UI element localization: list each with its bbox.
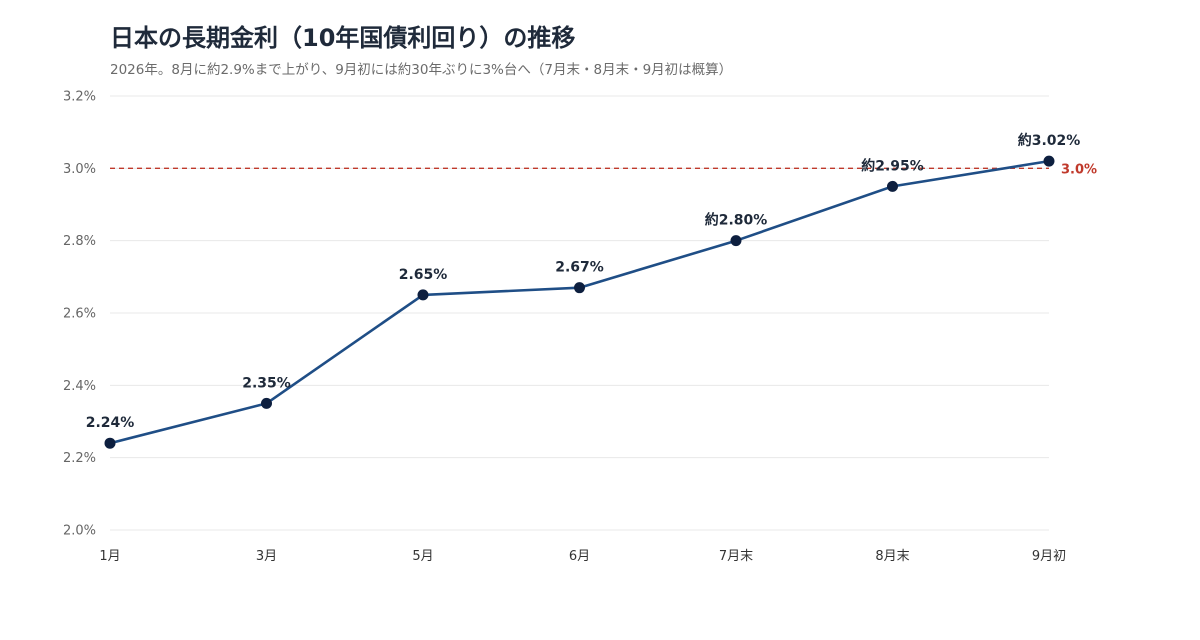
- x-tick-label: 8月末: [875, 549, 909, 564]
- data-label: 2.67%: [555, 260, 604, 276]
- data-labels: 2.24% 2.35% 2.65% 2.67% 約2.80% 約2.95% 約3.02%: [86, 132, 1081, 431]
- x-tick-label: 3月: [256, 549, 277, 564]
- data-label: 2.24%: [86, 415, 135, 431]
- y-tick-label: 2.2%: [63, 451, 96, 466]
- y-tick-label: 3.2%: [63, 90, 96, 105]
- data-label: 約3.02%: [1018, 132, 1081, 149]
- data-point: [104, 437, 116, 449]
- y-tick-label: 2.0%: [63, 524, 96, 539]
- y-tick-label: 2.8%: [63, 234, 96, 249]
- reference-line-label: 3.0%: [1061, 162, 1097, 177]
- data-point: [1043, 155, 1055, 167]
- chart-title: 日本の長期金利（10年国債利回り）の推移: [110, 24, 576, 52]
- axis-labels: 2.0% 2.2% 2.4% 2.6% 2.8% 3.0% 3.2% 1月 3月 5月 6月 7月末 8…: [63, 90, 1066, 565]
- data-point: [887, 180, 898, 192]
- data-label: 2.35%: [242, 375, 291, 391]
- data-points: [104, 155, 1055, 449]
- reference-line-group: 3.0%: [110, 162, 1097, 177]
- data-point: [730, 235, 742, 247]
- y-tick-label: 3.0%: [63, 162, 96, 177]
- y-tick-label: 2.6%: [63, 307, 96, 322]
- data-point: [574, 282, 585, 294]
- x-tick-label: 6月: [569, 549, 590, 564]
- data-label: 2.65%: [399, 267, 448, 283]
- x-tick-label: 9月初: [1032, 549, 1066, 564]
- chart-subtitle: 2026年。8月に約2.9%まで上がり、9月初には約30年ぶりに3%台へ（7月末…: [110, 62, 733, 78]
- data-point: [417, 289, 429, 301]
- series-line: [109, 159, 1050, 445]
- series-line-group: [109, 159, 1050, 445]
- y-tick-label: 2.4%: [63, 379, 96, 394]
- data-label: 約2.95%: [861, 157, 924, 174]
- data-label: 約2.80%: [705, 212, 768, 229]
- x-tick-label: 5月: [412, 549, 433, 564]
- x-tick-label: 7月末: [719, 549, 753, 564]
- x-tick-label: 1月: [99, 549, 120, 564]
- data-point: [261, 397, 272, 409]
